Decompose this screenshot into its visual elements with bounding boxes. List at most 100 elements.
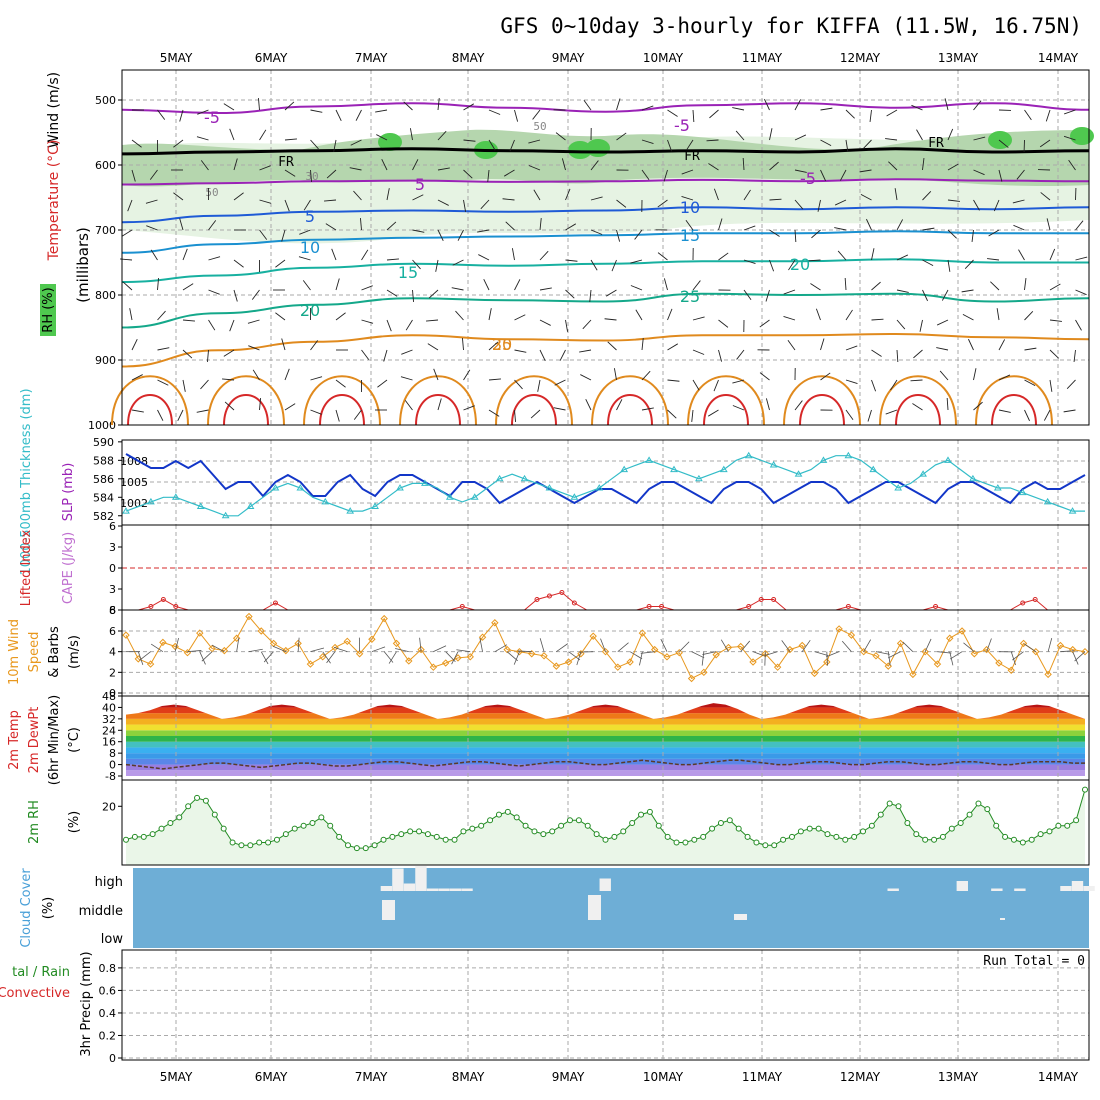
wind-barb-48 [350, 139, 362, 146]
rh2m-marker-104 [1037, 831, 1044, 838]
wind10m-marker-45 [663, 653, 671, 661]
wind-barb-55 [528, 139, 541, 144]
cloud-high-bar-42 [599, 878, 611, 891]
wind10m-marker-66 [921, 647, 929, 656]
wind-barb-270 [208, 319, 216, 331]
wind10m-barb-31 [494, 644, 508, 653]
wind-barb-275 [335, 312, 346, 321]
rh2m-marker-68 [717, 820, 724, 826]
wind-barb-226 [1018, 249, 1025, 261]
wind-barb-253 [743, 289, 752, 300]
wind10m-ytick-1: 0 [109, 687, 116, 700]
wind-barb-199 [331, 248, 337, 261]
wind10m-barb-50 [720, 639, 729, 652]
wind-barb-201 [386, 258, 399, 261]
top-date-label-5: 9MAY [552, 51, 585, 65]
bottom-date-label-5: 9MAY [552, 1070, 585, 1084]
wind-barb-121 [284, 199, 290, 212]
rh2m-marker-58 [629, 820, 636, 826]
rh2m-marker-8 [185, 803, 192, 810]
chart-title: GFS 0~10day 3-hourly for KIFFA (11.5W, 1… [500, 14, 1082, 38]
wind10m-marker-56 [798, 641, 806, 650]
top-date-label-2: 6MAY [255, 51, 288, 65]
wind-barb-384 [196, 409, 209, 413]
wind-barb-63 [735, 130, 745, 141]
bottom-date-label-8: 12MAY [840, 1070, 881, 1084]
wind-barb-122 [303, 199, 311, 211]
wind-barb-263 [990, 281, 1000, 291]
wind-barb-92 [503, 169, 515, 177]
wind-barb-12 [403, 101, 413, 111]
wind-barb-387 [284, 403, 296, 411]
wind-barb-309 [223, 349, 235, 357]
wind-barb-33 [944, 98, 949, 111]
rh2m-marker-22 [309, 820, 316, 826]
bottom-date-label-1: 5MAY [160, 1070, 193, 1084]
rh-70-blob-3 [568, 141, 592, 159]
wind-barb-286 [604, 318, 617, 321]
wind-barb-409 [845, 409, 854, 420]
wind-barb-90 [463, 169, 473, 179]
wind10m-barb-36 [556, 643, 569, 652]
cape-ytick: 8 [109, 604, 116, 617]
rh2m-marker-97 [975, 800, 982, 807]
wind-barb-173 [634, 229, 643, 240]
top-date-label-4: 8MAY [452, 51, 485, 65]
wind-barb-73 [998, 139, 1009, 148]
wind-barb-129 [480, 199, 490, 210]
wind-barb-8 [310, 109, 323, 113]
wind-barb-82 [259, 165, 271, 171]
wind10m-barb-18 [326, 651, 336, 664]
wind-barb-401 [641, 407, 654, 411]
wind-barb-381 [131, 409, 144, 413]
wind-barb-307 [182, 349, 193, 359]
thickness-marker-75 [1043, 497, 1052, 505]
wind-barb-115 [127, 199, 133, 212]
temp2m-axis-label-3: (6hr Min/Max) [47, 695, 62, 785]
wind10m-ytick-2: 2 [109, 666, 116, 679]
wind10m-barb-6 [187, 650, 202, 653]
wind10m-barb-64 [887, 651, 901, 659]
run-total-label: Run Total = 0 [983, 954, 1085, 969]
wind10m-barb-21 [371, 646, 386, 653]
wind-barb-296 [871, 318, 884, 321]
wind-barb-374 [910, 379, 923, 382]
wind-barb-298 [919, 319, 923, 332]
bottom-date-label-2: 6MAY [255, 1070, 288, 1084]
wind10m-marker-22 [380, 614, 388, 623]
wind-barb-394 [463, 405, 475, 411]
wind10m-marker-8 [208, 644, 216, 653]
rh2m-axis-label-2: (%) [67, 811, 82, 834]
wind-barb-109 [947, 163, 959, 171]
lifted-index-marker-66 [933, 604, 939, 609]
isotherm-35-loop-2 [223, 394, 269, 426]
wind-barb-23 [692, 109, 695, 123]
wind-barb-305 [131, 339, 138, 351]
wind-barb-11 [375, 109, 388, 113]
cloud-high-bar-78 [1014, 888, 1026, 891]
rh2m-marker-9 [194, 794, 201, 801]
wind-barb-215 [743, 259, 756, 264]
wind-barb-241 [428, 289, 439, 299]
wind10m-marker-59 [835, 625, 843, 633]
lifted-index-marker-52 [758, 597, 764, 602]
wind10m-barb-7 [199, 651, 206, 665]
wind-barb-111 [998, 169, 1003, 182]
isotherm-32-loop-8 [783, 375, 861, 426]
wind-barb-205 [478, 254, 490, 261]
wind-barb-363 [641, 370, 651, 381]
cloud-high-bar-76 [991, 888, 1003, 891]
lifted-index-axis-label: Lifted Index [19, 529, 34, 606]
wind-barb-142 [817, 199, 821, 212]
wind10m-barb-16 [310, 647, 325, 653]
temp2m-ytick-4: 16 [102, 736, 116, 749]
rh2m-marker-27 [353, 845, 360, 852]
rh-70-blob-1 [378, 133, 402, 151]
lifted-index-ytick-3: 0 [109, 562, 116, 575]
wind10m-marker-32 [503, 645, 511, 654]
wind-barb-242 [451, 287, 464, 291]
cloud-high-bar-83 [1071, 881, 1084, 891]
wind10m-barb-67 [937, 651, 952, 654]
temperature-axis-label: Temperature (°C) [46, 140, 62, 262]
rh2m-marker-69 [726, 817, 733, 824]
